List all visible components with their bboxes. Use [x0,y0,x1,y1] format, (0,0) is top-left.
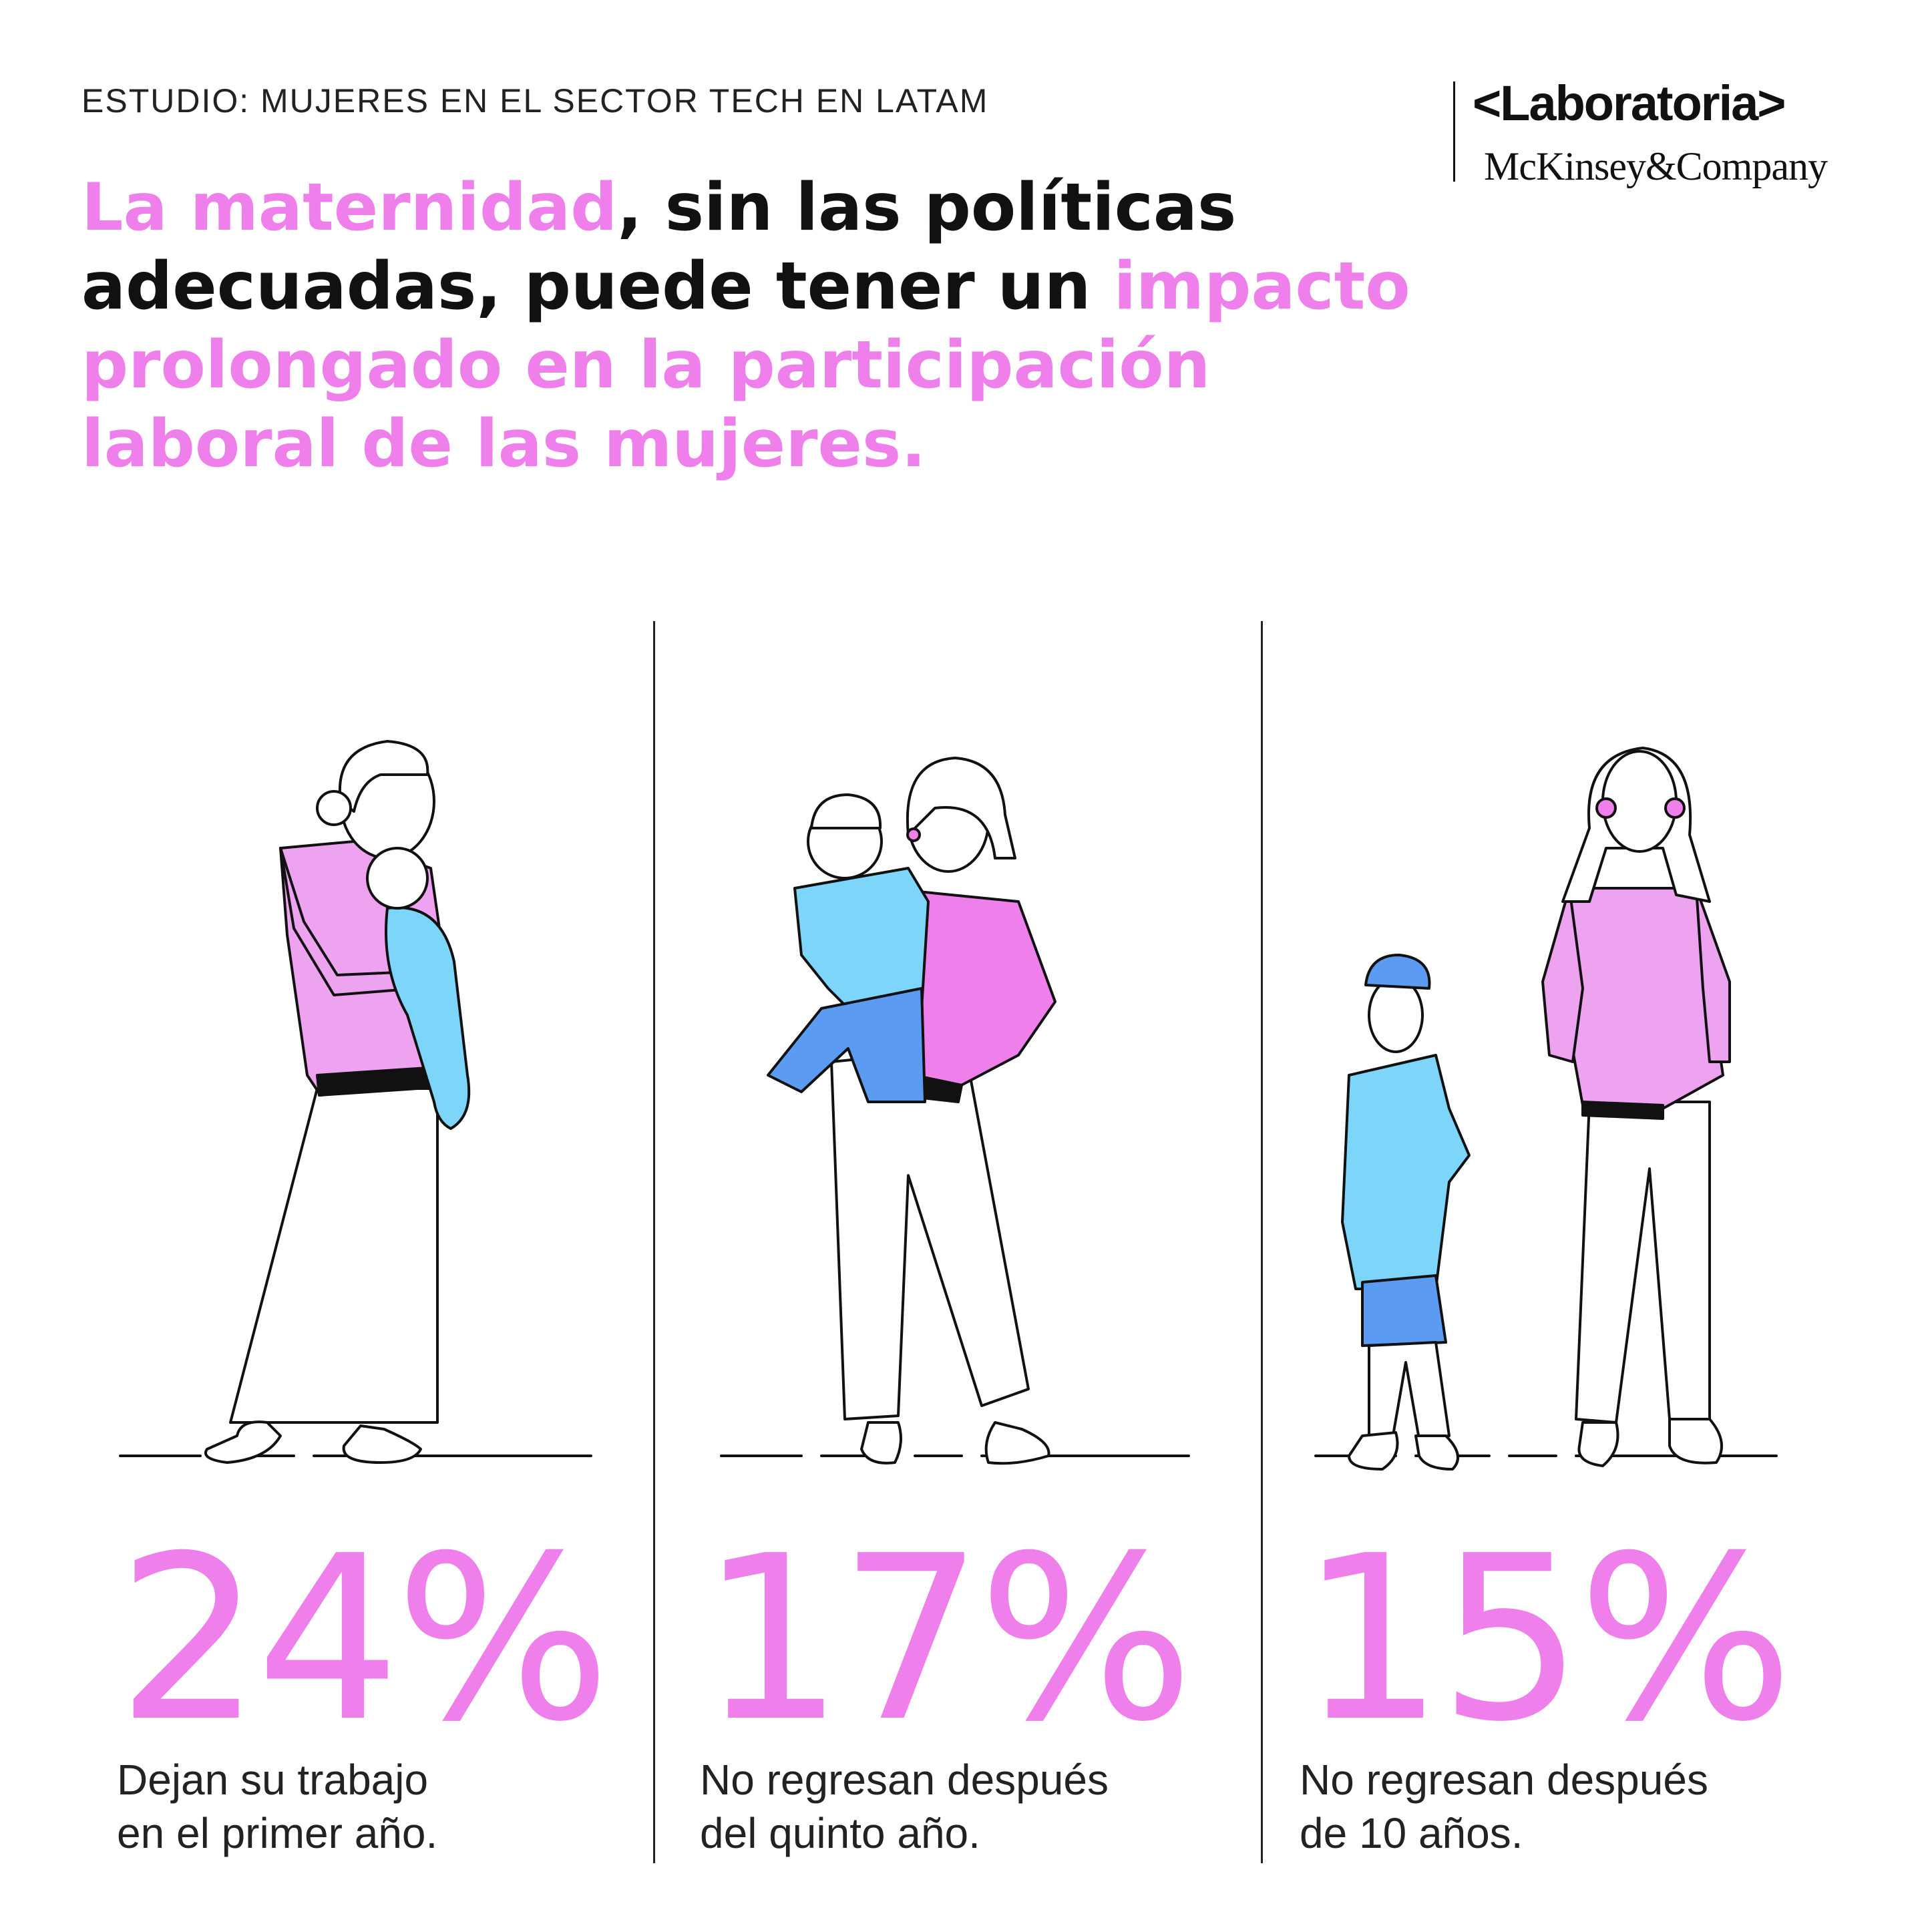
headline-text: , sin las políticas adecuadas, puede ten… [81,170,1237,325]
stat-panel-1: 24% Dejan su trabajo en el primer año. [67,701,648,1870]
page-headline: La maternidad, sin las políticas adecuad… [81,168,1417,484]
headline-highlight-2: impacto prolongado en la participación l… [81,248,1410,482]
stat-description-1-line2: en el primer año. [117,1809,438,1857]
stat-description-1-line1: Dejan su trabajo [117,1756,429,1804]
stat-panel-3: 15% No regresan después de 10 años. [1269,701,1850,1870]
stat-description-3-line1: No regresan después [1300,1756,1708,1804]
stat-description-2: No regresan después del quinto año. [700,1753,1207,1860]
stat-panel-2: 17% No regresan después del quinto año. [668,701,1249,1870]
headline-highlight-1: La maternidad [81,170,618,246]
stat-value-3: 15% [1300,1507,1794,1772]
stat-value-1: 24% [117,1507,611,1772]
logo-divider [1453,81,1455,182]
stat-description-3: No regresan después de 10 años. [1300,1753,1807,1860]
mother-carrying-toddler-illustration [720,757,1190,1465]
stat-description-1: Dejan su trabajo en el primer año. [117,1753,624,1860]
stat-description-2-line2: del quinto año. [700,1809,980,1857]
mckinsey-logo: McKinsey&Company [1484,144,1828,188]
column-divider-1 [653,621,655,1863]
study-eyebrow: ESTUDIO: MUJERES EN EL SECTOR TECH EN LA… [81,82,989,120]
column-divider-2 [1261,621,1263,1863]
mother-holding-baby-illustration [119,740,592,1464]
stat-description-2-line1: No regresan después [700,1756,1109,1804]
laboratoria-logo: <Laboratoria> [1473,75,1786,131]
mother-and-child-illustration [1314,747,1778,1471]
stat-value-2: 17% [700,1507,1194,1772]
stat-description-3-line2: de 10 años. [1300,1809,1523,1857]
